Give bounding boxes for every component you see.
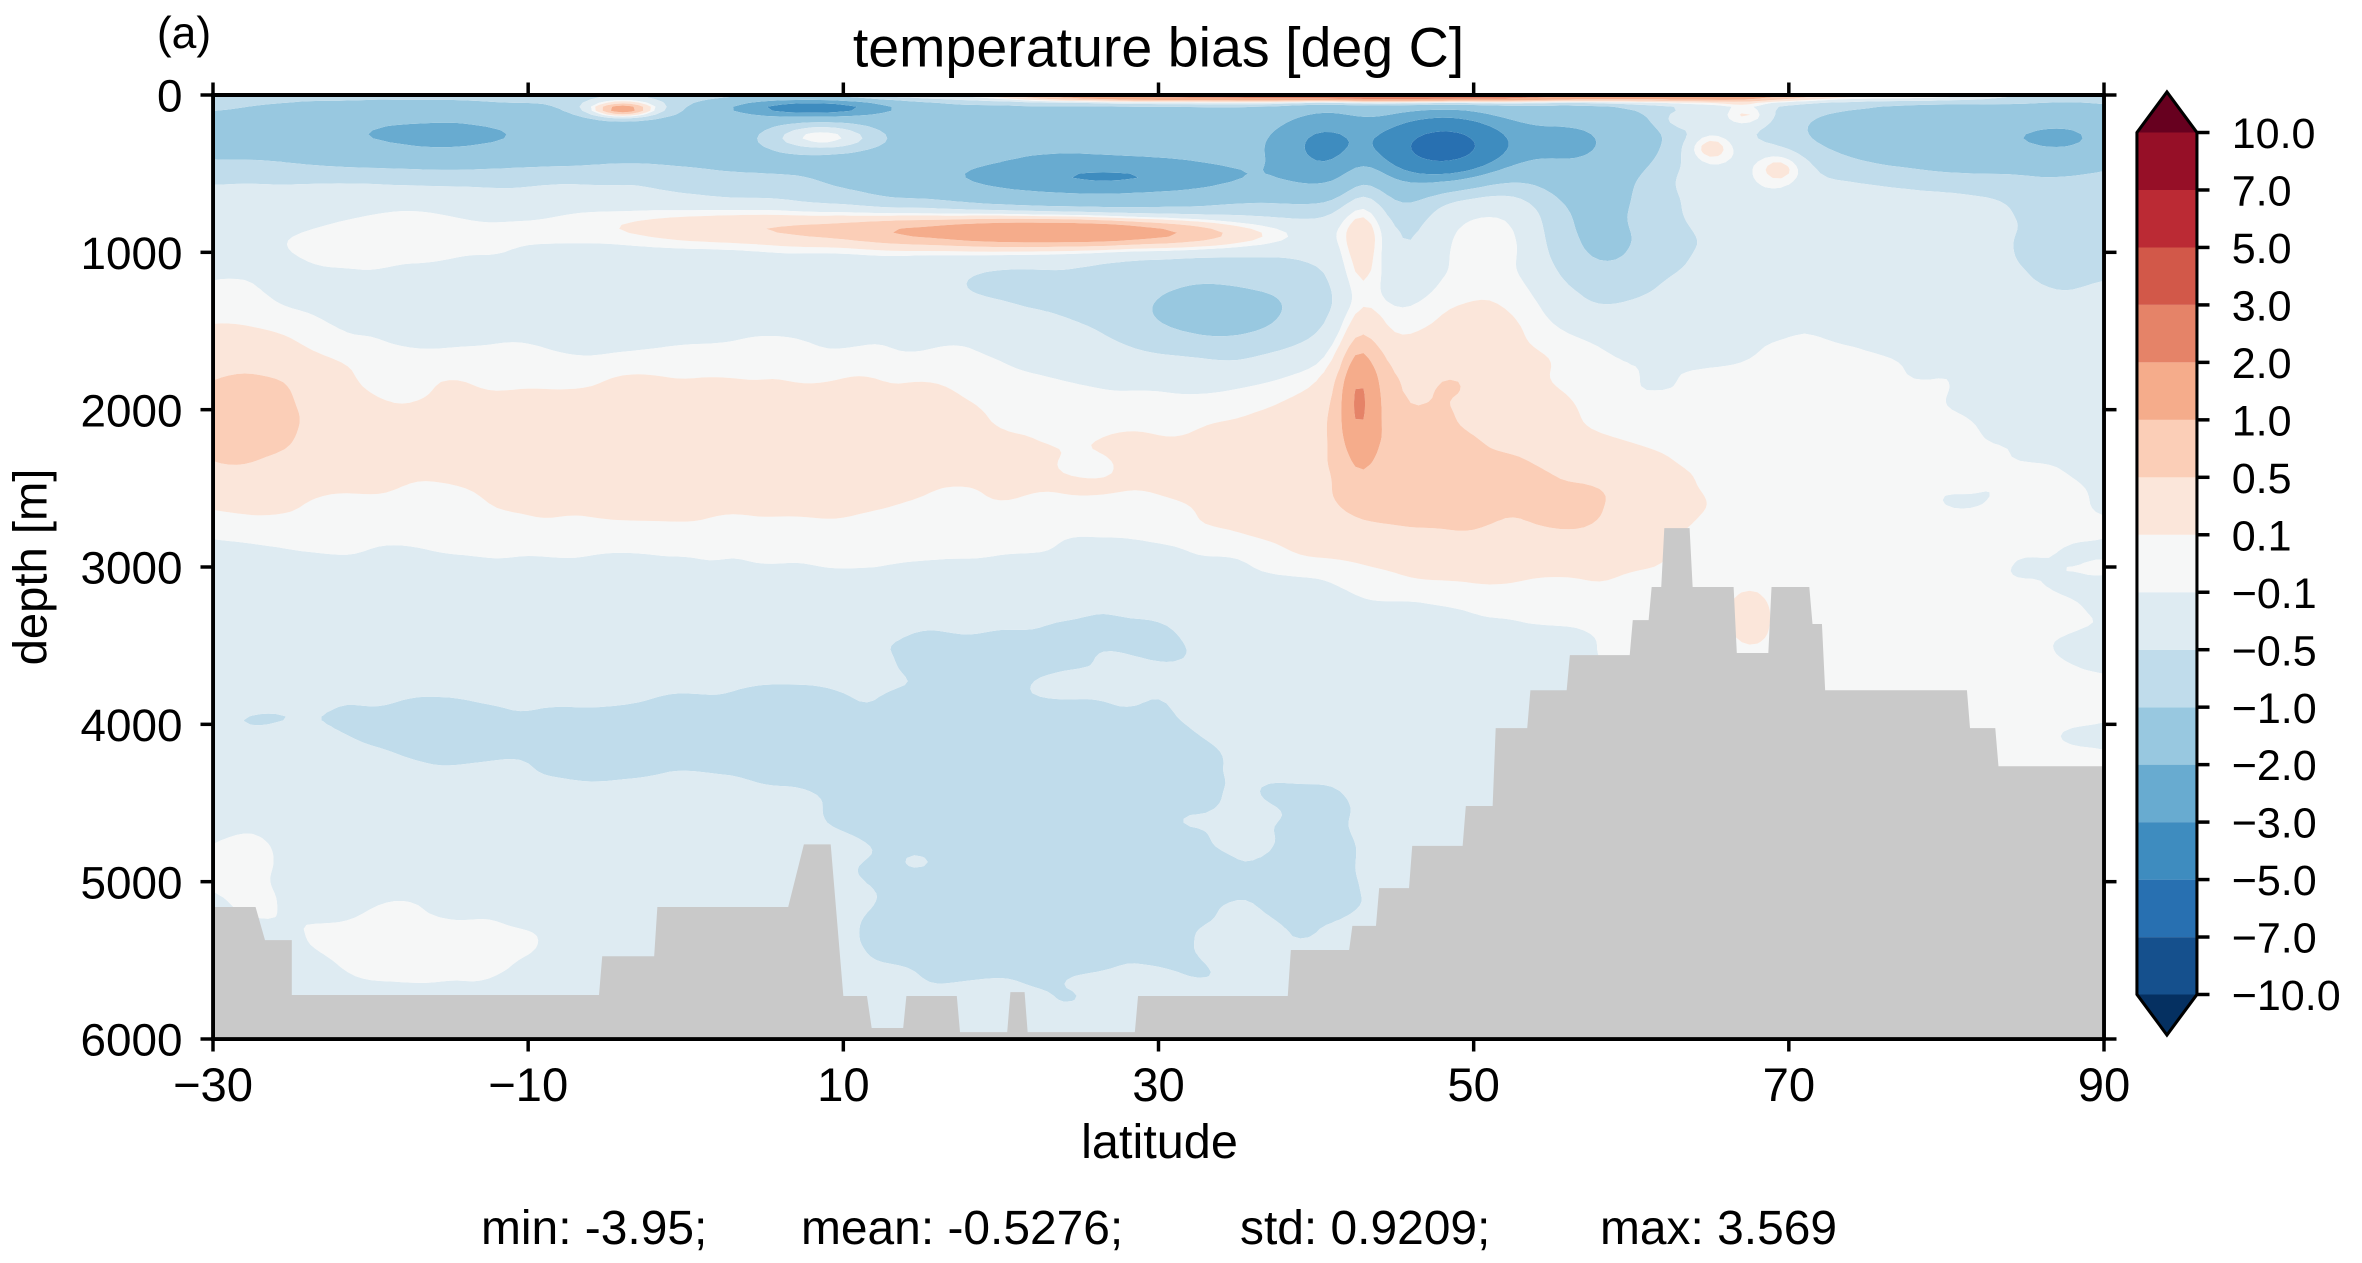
svg-text:10: 10 [817, 1059, 870, 1112]
svg-text:−3.0: −3.0 [2232, 800, 2317, 848]
svg-text:−0.5: −0.5 [2232, 627, 2317, 675]
svg-text:7.0: 7.0 [2232, 168, 2292, 216]
svg-text:6000: 6000 [80, 1015, 182, 1066]
svg-text:−2.0: −2.0 [2232, 742, 2317, 790]
svg-text:50: 50 [1447, 1059, 1500, 1112]
svg-text:70: 70 [1763, 1059, 1816, 1112]
svg-text:4000: 4000 [80, 700, 182, 751]
svg-text:3.0: 3.0 [2232, 283, 2292, 331]
svg-text:−1.0: −1.0 [2232, 685, 2317, 733]
svg-text:−10: −10 [488, 1059, 568, 1112]
svg-text:0: 0 [157, 71, 183, 122]
svg-text:2.0: 2.0 [2232, 340, 2292, 388]
svg-text:5000: 5000 [80, 857, 182, 908]
svg-text:90: 90 [2078, 1059, 2131, 1112]
svg-text:latitude: latitude [1081, 1115, 1238, 1169]
svg-text:1000: 1000 [80, 228, 182, 279]
svg-text:3000: 3000 [80, 543, 182, 594]
svg-text:depth [m]: depth [m] [5, 469, 58, 666]
svg-text:temperature bias [deg C]: temperature bias [deg C] [853, 17, 1464, 79]
svg-text:0.5: 0.5 [2232, 455, 2292, 503]
svg-text:10.0: 10.0 [2232, 110, 2316, 158]
svg-text:std: 0.9209;: std: 0.9209; [1240, 1202, 1490, 1255]
svg-text:mean: -0.5276;: mean: -0.5276; [801, 1202, 1123, 1255]
svg-text:−0.1: −0.1 [2232, 570, 2317, 618]
svg-text:−30: −30 [173, 1059, 253, 1112]
svg-text:max: 3.569: max: 3.569 [1600, 1202, 1837, 1255]
svg-text:min: -3.95;: min: -3.95; [481, 1202, 707, 1255]
svg-text:−5.0: −5.0 [2232, 857, 2317, 905]
svg-text:(a): (a) [157, 9, 211, 58]
svg-text:5.0: 5.0 [2232, 225, 2292, 273]
svg-text:2000: 2000 [80, 385, 182, 436]
svg-text:30: 30 [1132, 1059, 1185, 1112]
svg-text:0.1: 0.1 [2232, 512, 2292, 560]
svg-text:1.0: 1.0 [2232, 397, 2292, 445]
svg-text:−10.0: −10.0 [2232, 972, 2341, 1020]
svg-text:−7.0: −7.0 [2232, 915, 2317, 963]
